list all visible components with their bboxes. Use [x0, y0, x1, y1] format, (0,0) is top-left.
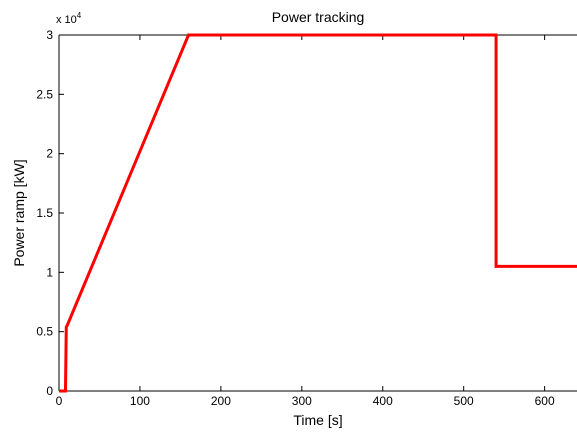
y-tick-label: 2 — [46, 147, 53, 161]
chart-title: Power tracking — [272, 9, 365, 25]
x-tick-label: 500 — [454, 394, 474, 408]
x-tick-label: 300 — [292, 394, 312, 408]
series-layer — [59, 33, 577, 393]
y-tick-label: 2.5 — [36, 87, 53, 101]
x-axis-label: Time [s] — [293, 412, 342, 428]
plot-area — [58, 34, 577, 392]
y-multiplier-exponent: 4 — [77, 11, 82, 20]
y-axis-ticks: 0 0.5 1 1.5 2 2.5 3 — [36, 28, 64, 398]
y-axis-multiplier: x 104 — [56, 11, 82, 26]
y-multiplier-base: x 10 — [56, 14, 77, 26]
x-tick-label: 600 — [535, 394, 555, 408]
x-axis-ticks: 0 100 200 300 400 500 600 — [56, 35, 555, 408]
y-tick-label: 1.5 — [36, 206, 53, 220]
x-tick-label: 100 — [130, 394, 150, 408]
x-tick-label: 200 — [211, 394, 231, 408]
y-tick-label: 0.5 — [36, 325, 53, 339]
y-axis-label: Power ramp [kW] — [11, 159, 27, 266]
x-tick-label: 0 — [56, 394, 63, 408]
x-tick-label: 400 — [373, 394, 393, 408]
series-line-power — [59, 33, 577, 393]
y-tick-label: 0 — [46, 384, 53, 398]
y-tick-label: 1 — [46, 265, 53, 279]
y-tick-label: 3 — [46, 28, 53, 42]
